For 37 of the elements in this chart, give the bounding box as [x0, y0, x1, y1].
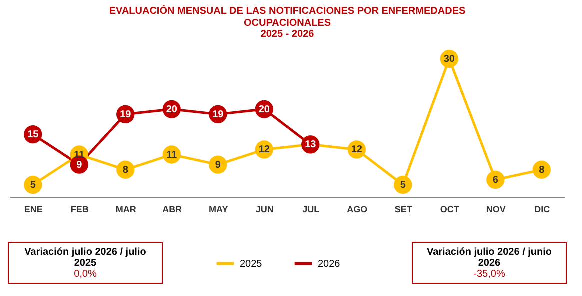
data-label: 5 — [400, 180, 406, 191]
legend-label: 2025 — [240, 258, 263, 270]
data-label: 9 — [215, 160, 222, 171]
data-label: 9 — [76, 160, 83, 171]
chart-subtitle: 2025 - 2026 — [260, 29, 315, 40]
chart-title: EVALUACIÓN MENSUAL DE LAS NOTIFICACIONES POR ENFERMEDADES OCUPACIONALES — [109, 5, 466, 29]
data-label: 6 — [492, 174, 499, 186]
data-label: 12 — [258, 144, 270, 156]
legend-label: 2026 — [318, 258, 341, 270]
x-tick-label: MAY — [209, 204, 228, 214]
x-tick-label: ABR — [162, 204, 183, 214]
data-label: 15 — [28, 130, 40, 141]
data-label: 13 — [305, 140, 317, 151]
data-label: 20 — [166, 104, 178, 116]
data-label: 5 — [30, 180, 36, 191]
x-tick-label: OCT — [440, 204, 460, 214]
text: Variación julio 2026 / junio 2026 — [426, 246, 554, 268]
x-tick-label: ENE — [24, 204, 43, 214]
x-tick-label: JUN — [256, 204, 274, 214]
x-tick-label: MAR — [116, 204, 137, 214]
data-label: 19 — [212, 109, 224, 120]
x-tick-label: FEB — [70, 204, 90, 214]
text: -35,0% — [472, 268, 506, 280]
data-label: 20 — [258, 104, 270, 116]
x-tick-label: AGO — [347, 204, 368, 214]
data-label: 11 — [166, 150, 178, 161]
data-label: 19 — [120, 109, 132, 120]
x-tick-label: DIC — [534, 204, 551, 214]
x-tick-label: NOV — [486, 204, 506, 214]
data-label: 12 — [351, 144, 363, 156]
x-tick-label: SET — [394, 204, 413, 214]
x-tick-label: JUL — [302, 204, 320, 214]
data-label: 8 — [539, 164, 546, 176]
data-label: 8 — [122, 164, 129, 176]
data-label: 30 — [444, 54, 456, 65]
text: 0,0% — [73, 268, 98, 280]
text: Variación julio 2026 / julio 2025 — [24, 246, 148, 268]
